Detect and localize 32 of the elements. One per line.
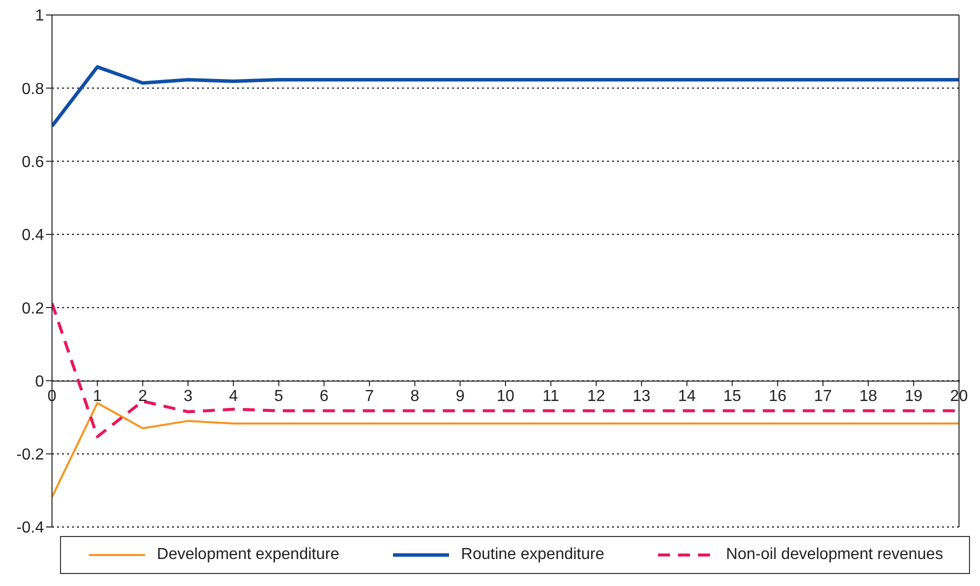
x-tick-label: 16 [768,388,787,406]
x-tick-label: 6 [320,388,329,406]
x-tick-label: 10 [496,388,514,406]
y-tick-label: -0.2 [16,446,44,464]
x-tick-label: 7 [364,388,374,406]
legend-label: Development expenditure [156,546,340,564]
legend-label: Routine expenditure [461,546,604,564]
y-tick-label: 0.6 [22,154,44,171]
x-tick-label: 9 [456,388,465,406]
x-tick-label: 12 [587,388,606,406]
y-tick-label: 0.2 [22,300,44,318]
x-tick-label: 18 [859,388,878,406]
x-tick-label: 4 [228,388,238,406]
line-series [52,402,959,498]
x-tick-label: 17 [814,388,832,406]
x-tick-label: 13 [632,388,651,406]
x-tick-label: 3 [184,388,193,406]
x-tick-label: 1 [92,388,102,406]
x-tick-label: 2 [138,388,148,406]
legend-label: Non-oil development revenues [726,546,944,564]
x-tick-label: 5 [274,388,284,406]
y-tick-label: 0 [35,373,44,390]
y-tick-label: 0.8 [22,80,44,98]
y-tick-label: -0.4 [16,520,44,537]
x-tick-label: 15 [723,388,742,406]
y-tick-label: 1 [35,8,44,25]
x-tick-label: 14 [678,388,696,406]
x-tick-label: 8 [410,388,420,406]
y-tick-label: 0.4 [22,227,44,244]
x-tick-label: 19 [904,388,923,406]
line-series [52,65,959,128]
x-tick-label: 11 [542,388,560,406]
